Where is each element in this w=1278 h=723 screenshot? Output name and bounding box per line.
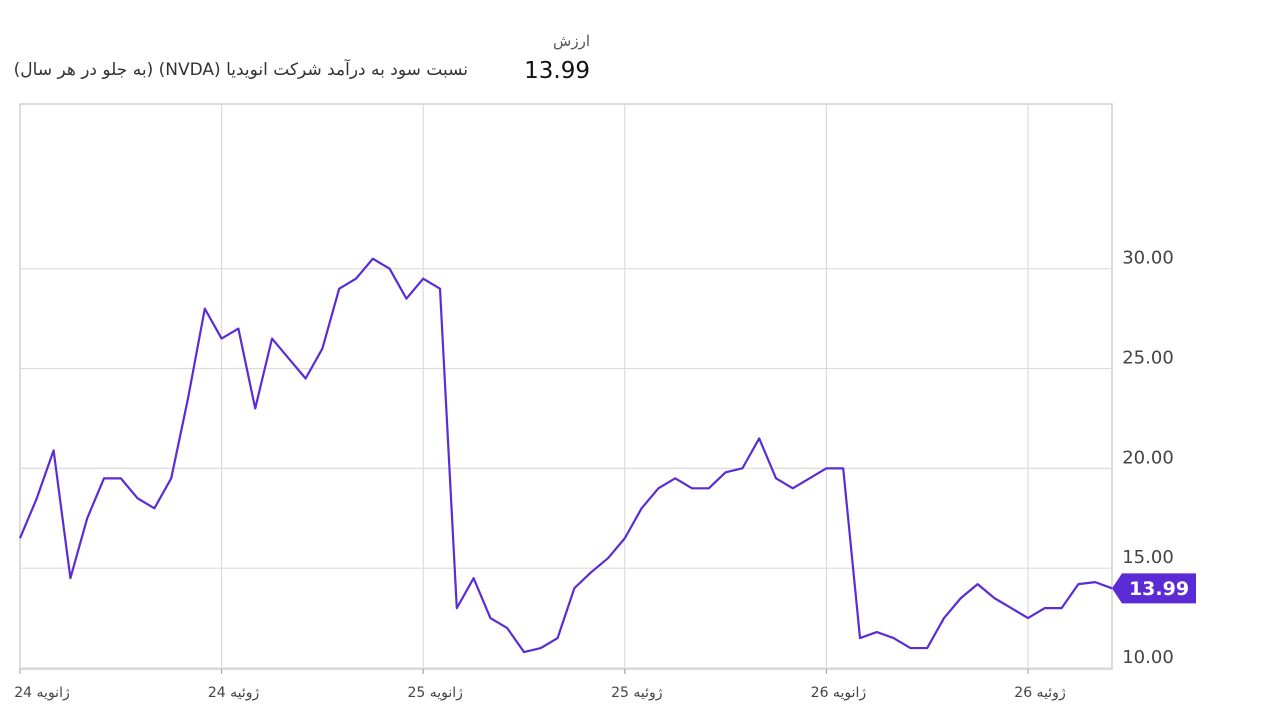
x-tick-label: ژانویه 26 [811,685,867,701]
line-series [18,257,1113,654]
x-tick-label: ژوئیه 26 [1014,685,1066,701]
plot-frame [19,103,1113,670]
x-tick-label: ژانویه 24 [14,685,70,701]
value-badge-label: 13.99 [1129,578,1189,600]
x-tick-label: ژوئیه 25 [611,685,663,701]
y-tick-label: 15.00 [1122,547,1174,568]
x-tick-label: ژوئیه 24 [208,685,260,701]
x-tick-label: ژانویه 25 [407,685,463,701]
y-tick-label: 10.00 [1122,647,1174,668]
chart-title: نسبت سود به درآمد شرکت انویدیا (NVDA) (ب… [13,60,468,80]
y-tick-label: 30.00 [1122,248,1174,269]
y-tick-label: 20.00 [1122,447,1174,468]
value-heading: ارزش [553,32,590,50]
y-tick-label: 25.00 [1122,348,1174,369]
current-value: 13.99 [524,58,590,84]
value-badge [1112,573,1196,604]
